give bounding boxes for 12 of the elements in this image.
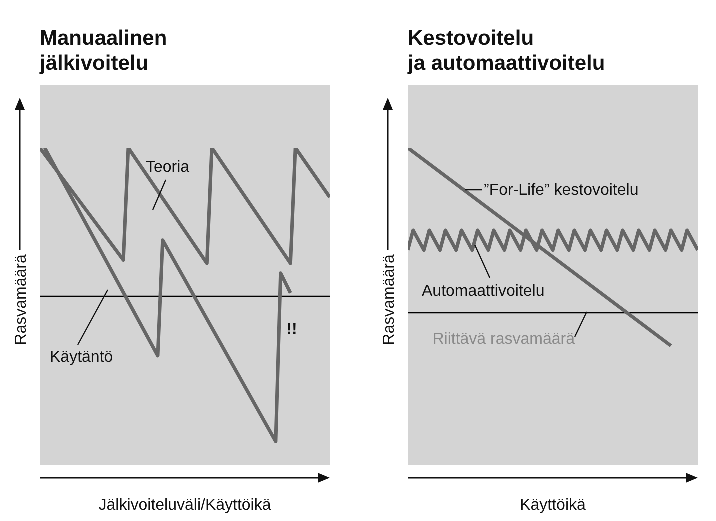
x-axis-title: Jälkivoiteluväli/Käyttöikä: [98, 497, 272, 514]
annotation: ”For-Life” kestovoitelu: [484, 182, 639, 199]
annotation: Teoria: [146, 159, 190, 176]
y-axis-title: Rasvamäärä: [13, 254, 30, 346]
annotation: Käytäntö: [50, 349, 114, 366]
annotation: Automaattivoitelu: [422, 283, 545, 300]
x-axis-title: Käyttöikä: [520, 497, 586, 514]
ref-line-label: Riittävä rasvamäärä: [432, 331, 576, 348]
chart-title: Manuaalinen jälkivoitelu: [40, 26, 168, 76]
annotation: !!: [286, 321, 298, 338]
y-axis-title: Rasvamäärä: [381, 254, 398, 346]
chart-title: Kestovoitelu ja automaattivoitelu: [408, 26, 606, 76]
